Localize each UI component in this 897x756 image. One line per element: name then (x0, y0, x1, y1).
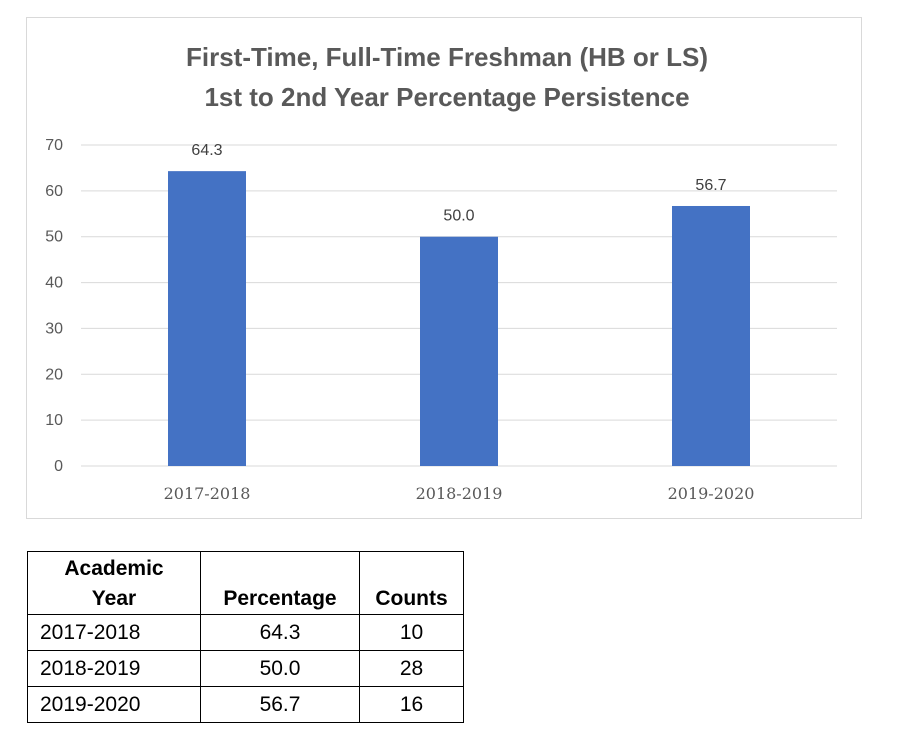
data-label: 64.3 (191, 142, 222, 159)
table-row: 2019-2020 56.7 16 (27, 686, 464, 723)
header-academic-year-label: Academic Year (64, 557, 164, 610)
bars (168, 171, 750, 467)
chart-title-line-1: First-Time, Full-Time Freshman (HB or LS… (186, 42, 708, 72)
table-row: 2018-2019 50.0 28 (27, 650, 464, 687)
cell-percentage: 64.3 (200, 614, 360, 651)
header-percentage: Percentage (200, 551, 360, 615)
cell-year: 2018-2019 (27, 650, 201, 687)
table-row: 2017-2018 64.3 10 (27, 614, 464, 651)
y-axis-ticks: 0 10 20 30 40 50 60 70 (45, 137, 63, 475)
y-tick-label: 30 (45, 320, 63, 337)
data-table: Academic Year Percentage Counts 2017-201… (27, 551, 464, 723)
chart-frame: First-Time, Full-Time Freshman (HB or LS… (26, 17, 862, 519)
bar-chart: First-Time, Full-Time Freshman (HB or LS… (45, 42, 837, 503)
y-tick-label: 60 (45, 183, 63, 200)
table-header-row: Academic Year Percentage Counts (27, 551, 464, 615)
y-tick-label: 20 (45, 366, 63, 383)
cell-percentage: 56.7 (200, 686, 360, 723)
cell-counts: 10 (359, 614, 464, 651)
y-tick-label: 0 (54, 458, 63, 475)
chart-title-line-2: 1st to 2nd Year Percentage Persistence (204, 82, 689, 112)
y-tick-label: 50 (45, 229, 63, 246)
bar-2018-2019 (420, 236, 498, 466)
cell-counts: 16 (359, 686, 464, 723)
data-label: 50.0 (443, 208, 474, 225)
x-category-label: 2019-2020 (668, 484, 755, 503)
x-axis-categories: 2017-2018 2018-2019 2019-2020 (164, 484, 755, 503)
cell-year: 2017-2018 (27, 614, 201, 651)
cell-percentage: 50.0 (200, 650, 360, 687)
header-counts: Counts (359, 551, 464, 615)
x-category-label: 2018-2019 (416, 484, 503, 503)
data-label: 56.7 (695, 177, 726, 194)
y-tick-label: 10 (45, 412, 63, 429)
bar-2019-2020 (672, 205, 750, 467)
data-labels: 64.3 50.0 56.7 (191, 142, 726, 225)
cell-counts: 28 (359, 650, 464, 687)
y-tick-label: 70 (45, 137, 63, 154)
x-category-label: 2017-2018 (164, 484, 251, 503)
header-academic-year: Academic Year (27, 551, 201, 615)
cell-year: 2019-2020 (27, 686, 201, 723)
bar-2017-2018 (168, 171, 246, 467)
y-tick-label: 40 (45, 275, 63, 292)
